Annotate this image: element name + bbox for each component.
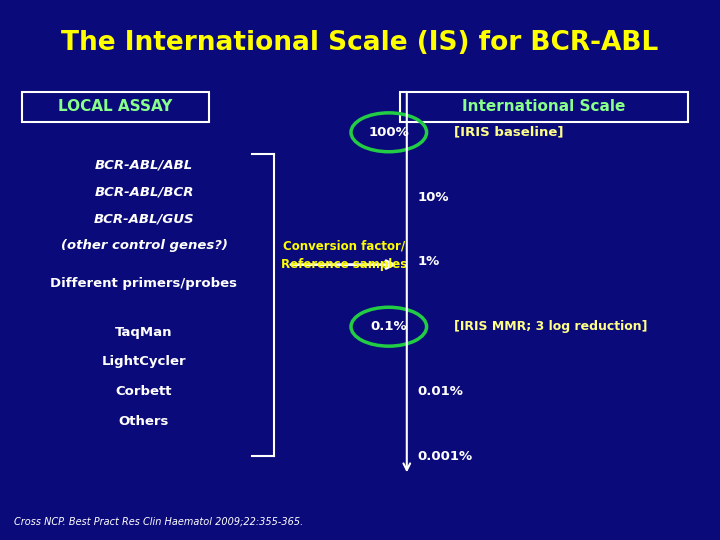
Text: 0.01%: 0.01%	[418, 385, 464, 398]
Text: 0.1%: 0.1%	[371, 320, 407, 333]
Text: 100%: 100%	[369, 126, 409, 139]
Text: [IRIS MMR; 3 log reduction]: [IRIS MMR; 3 log reduction]	[454, 320, 647, 333]
Text: Corbett: Corbett	[116, 385, 172, 398]
Text: Cross NCP. Best Pract Res Clin Haematol 2009;22:355-365.: Cross NCP. Best Pract Res Clin Haematol …	[14, 516, 304, 526]
Bar	[400, 92, 688, 122]
Text: International Scale: International Scale	[462, 99, 625, 114]
Text: 1%: 1%	[418, 255, 440, 268]
Text: BCR-ABL/BCR: BCR-ABL/BCR	[94, 185, 194, 198]
Text: BCR-ABL/GUS: BCR-ABL/GUS	[94, 212, 194, 225]
Text: Different primers/probes: Different primers/probes	[50, 277, 238, 290]
Text: LOCAL ASSAY: LOCAL ASSAY	[58, 99, 172, 114]
Text: The International Scale (IS) for BCR-ABL: The International Scale (IS) for BCR-ABL	[61, 30, 659, 56]
Text: 10%: 10%	[418, 191, 449, 204]
Text: Conversion factor/: Conversion factor/	[283, 239, 405, 252]
Text: [IRIS baseline]: [IRIS baseline]	[454, 126, 563, 139]
Text: LightCycler: LightCycler	[102, 355, 186, 368]
Bar	[22, 92, 209, 122]
Text: (other control genes?): (other control genes?)	[60, 239, 228, 252]
Text: Others: Others	[119, 415, 169, 428]
Text: Reference samples: Reference samples	[281, 258, 408, 271]
Text: TaqMan: TaqMan	[115, 326, 173, 339]
Text: 0.001%: 0.001%	[418, 450, 473, 463]
Text: BCR-ABL/ABL: BCR-ABL/ABL	[95, 158, 193, 171]
